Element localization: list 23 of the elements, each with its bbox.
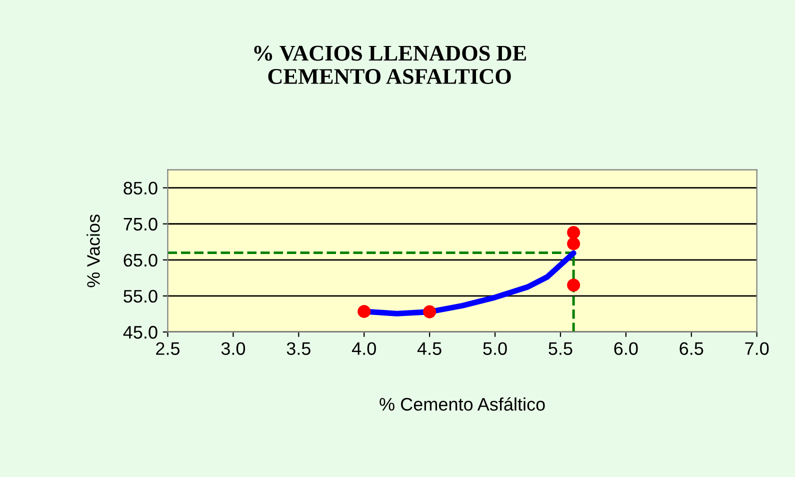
y-tick-label: 45.0 — [123, 326, 158, 339]
y-tick-label: 55.0 — [124, 290, 158, 303]
x-tick-label: 5.0 — [483, 342, 507, 355]
y-axis-title: % Vacios — [86, 214, 100, 288]
x-tick-label: 6.0 — [614, 342, 638, 355]
y-tick-label: 85.0 — [124, 182, 158, 195]
y-tick-label: 75.0 — [124, 218, 158, 231]
x-tick-label: 4.5 — [417, 342, 442, 355]
point — [567, 226, 580, 240]
point — [567, 237, 580, 250]
point — [423, 305, 436, 318]
x-tick-label: 5.5 — [548, 342, 572, 355]
x-tick-label: 6.5 — [680, 342, 704, 355]
x-tick-label: 3.5 — [286, 342, 310, 355]
x-tick-label: 2.5 — [156, 342, 180, 355]
chart-title: % VACIOS LLENADOS DE CEMENTO ASFALTICO — [254, 46, 526, 84]
point — [567, 278, 580, 292]
x-tick-label: 4.0 — [352, 342, 376, 355]
point — [358, 304, 371, 318]
x-tick-label: 7.0 — [745, 342, 769, 355]
x-axis-title: % Cemento Asfáltico — [380, 397, 545, 411]
y-tick-label: 65.0 — [124, 254, 158, 267]
x-tick-label: 3.0 — [221, 342, 246, 355]
